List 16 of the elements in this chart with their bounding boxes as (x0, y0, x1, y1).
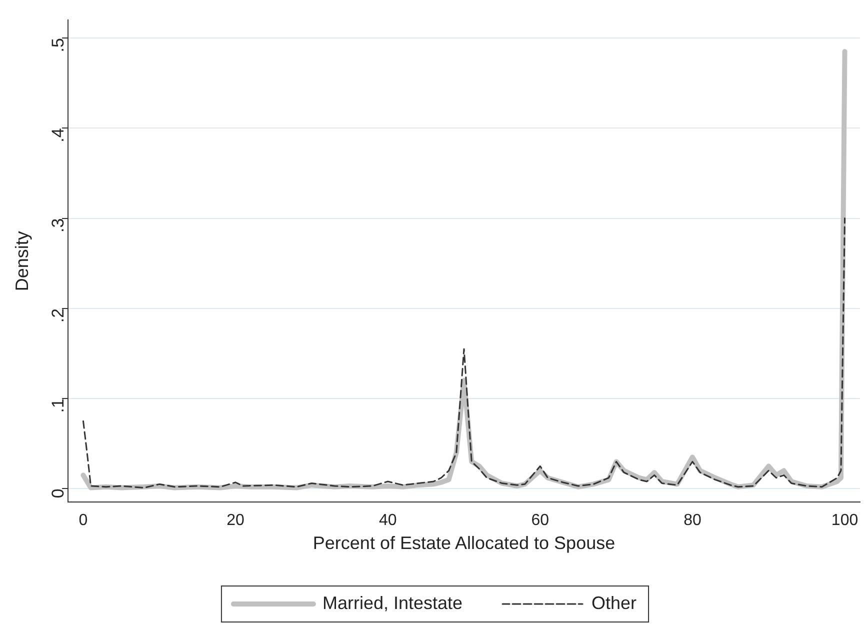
y-tick-label: .1 (48, 398, 68, 413)
y-tick-label: .2 (48, 308, 68, 323)
legend-label: Married, Intestate (322, 592, 463, 613)
x-tick-label: 40 (378, 512, 397, 530)
legend-label: Other (592, 592, 637, 613)
y-tick-label: 0 (48, 488, 68, 498)
y-tick-label: .4 (48, 128, 68, 142)
y-tick-label: .3 (48, 218, 68, 232)
x-tick-label: 80 (684, 512, 702, 530)
x-tick-label: 60 (531, 512, 550, 530)
x-tick-label: 20 (226, 512, 245, 530)
y-axis-title: Density (12, 231, 32, 292)
x-axis-title: Percent of Estate Allocated to Spouse (312, 533, 616, 554)
y-tick-label: .5 (48, 38, 68, 52)
x-tick-label: 0 (78, 512, 88, 530)
x-tick-label: 100 (831, 512, 858, 530)
